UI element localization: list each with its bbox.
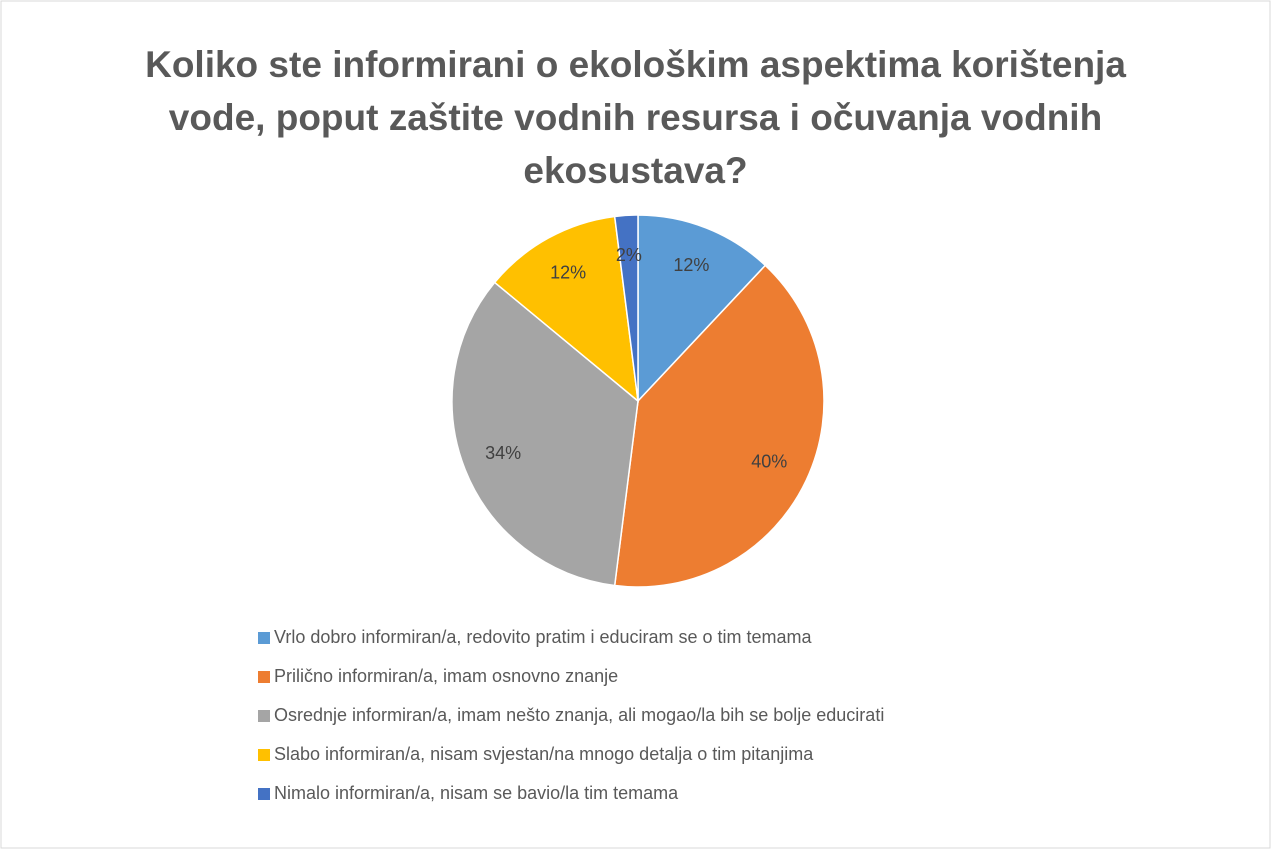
pie-slice <box>451 281 639 587</box>
data-label: 12% <box>673 255 709 275</box>
legend-swatch <box>258 632 270 644</box>
data-label: 12% <box>550 263 586 283</box>
legend-swatch <box>258 749 270 761</box>
pie-slice <box>613 214 639 402</box>
legend-label: Osrednje informiran/a, imam nešto znanja… <box>274 705 884 725</box>
chart-title: Koliko ste informirani o ekološkim aspek… <box>145 44 1126 191</box>
pie-slice <box>613 264 825 588</box>
data-label: 2% <box>616 245 642 265</box>
data-label: 40% <box>751 452 787 472</box>
legend-label: Prilično informiran/a, imam osnovno znan… <box>274 666 618 686</box>
pie-slice <box>637 214 767 403</box>
data-label: 34% <box>485 443 521 463</box>
legend-label: Vrlo dobro informiran/a, redovito pratim… <box>274 627 813 647</box>
legend-label: Nimalo informiran/a, nisam se bavio/la t… <box>274 783 679 803</box>
pie-slice <box>493 215 639 403</box>
legend-label: Slabo informiran/a, nisam svjestan/na mn… <box>274 744 814 764</box>
legend-swatch <box>258 710 270 722</box>
legend-swatch <box>258 671 270 683</box>
legend-swatch <box>258 788 270 800</box>
